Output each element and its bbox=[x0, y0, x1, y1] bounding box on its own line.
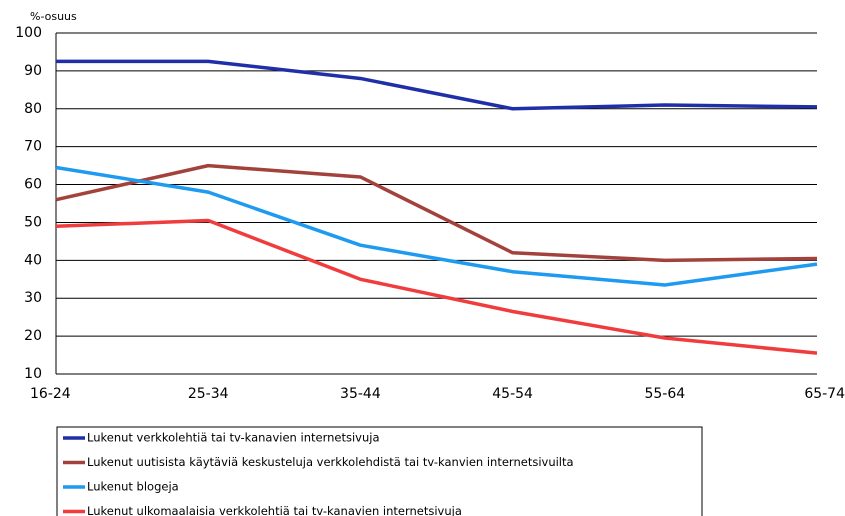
y-tick-label: 90 bbox=[24, 63, 42, 79]
legend-label: Lukenut verkkolehtiä tai tv-kanavien int… bbox=[87, 431, 380, 445]
series-line bbox=[55, 165, 818, 287]
y-tick-label: 80 bbox=[24, 101, 42, 117]
x-tick-label: 25-34 bbox=[188, 386, 229, 402]
legend-label: Lukenut uutisista käytäviä keskusteluja … bbox=[87, 455, 574, 469]
legend-box bbox=[56, 426, 703, 516]
legend-label: Lukenut blogeja bbox=[87, 480, 179, 494]
x-tick-label: 45-54 bbox=[492, 386, 533, 402]
x-tick-label: 65-74 bbox=[804, 386, 845, 402]
x-tick-label: 55-64 bbox=[644, 386, 685, 402]
series-line bbox=[55, 163, 818, 263]
y-tick-label: 20 bbox=[24, 328, 42, 344]
series-line bbox=[55, 218, 818, 355]
y-tick-label: 30 bbox=[24, 290, 42, 306]
y-tick-label: 70 bbox=[24, 139, 42, 155]
series-line bbox=[56, 59, 818, 111]
y-tick-label: 60 bbox=[24, 177, 42, 193]
y-axis-label: %-osuus bbox=[30, 10, 77, 23]
legend-label: Lukenut ulkomaalaisia verkkolehtiä tai t… bbox=[87, 504, 462, 516]
y-tick-label: 40 bbox=[24, 252, 42, 268]
y-tick-label: 10 bbox=[24, 366, 42, 382]
y-tick-label: 100 bbox=[15, 25, 42, 41]
x-tick-label: 16-24 bbox=[30, 386, 71, 402]
x-tick-label: 35-44 bbox=[340, 386, 381, 402]
y-tick-label: 50 bbox=[24, 214, 42, 230]
